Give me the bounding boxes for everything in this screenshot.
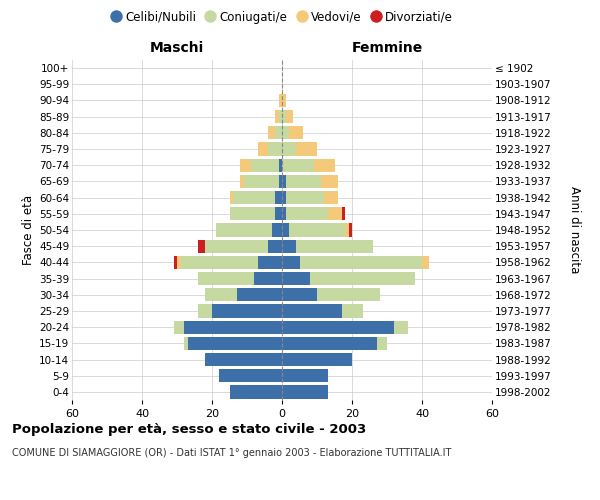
Bar xyxy=(268,142,282,156)
Bar xyxy=(422,256,429,269)
Bar xyxy=(282,191,286,204)
Bar xyxy=(324,191,338,204)
Bar xyxy=(341,207,345,220)
Bar xyxy=(317,288,380,302)
Text: Femmine: Femmine xyxy=(352,41,422,55)
Bar xyxy=(268,126,275,140)
Bar xyxy=(282,256,299,269)
Bar xyxy=(240,175,244,188)
Bar xyxy=(286,175,320,188)
Bar xyxy=(278,175,282,188)
Bar xyxy=(341,304,362,318)
Bar xyxy=(215,224,271,236)
Bar xyxy=(314,158,335,172)
Bar xyxy=(282,94,286,107)
Bar xyxy=(296,142,317,156)
Text: Popolazione per età, sesso e stato civile - 2003: Popolazione per età, sesso e stato civil… xyxy=(12,422,366,436)
Bar xyxy=(184,336,187,350)
Bar xyxy=(286,191,324,204)
Bar xyxy=(345,224,349,236)
Bar xyxy=(278,110,282,124)
Bar xyxy=(377,336,387,350)
Bar xyxy=(282,110,286,124)
Bar xyxy=(286,207,328,220)
Y-axis label: Anni di nascita: Anni di nascita xyxy=(568,186,581,274)
Bar xyxy=(173,320,184,334)
Bar xyxy=(205,288,236,302)
Bar xyxy=(282,158,314,172)
Bar xyxy=(257,142,268,156)
Bar xyxy=(282,142,296,156)
Bar xyxy=(282,336,377,350)
Bar xyxy=(275,207,282,220)
Bar xyxy=(282,175,286,188)
Bar xyxy=(289,126,303,140)
Bar xyxy=(257,256,282,269)
Bar xyxy=(229,207,275,220)
Bar xyxy=(229,386,282,398)
Bar xyxy=(282,126,289,140)
Bar xyxy=(278,158,282,172)
Bar xyxy=(275,110,278,124)
Bar xyxy=(282,207,286,220)
Bar xyxy=(181,256,257,269)
Bar xyxy=(198,272,254,285)
Bar xyxy=(320,175,338,188)
Bar xyxy=(233,191,275,204)
Bar xyxy=(212,304,282,318)
Bar xyxy=(173,256,177,269)
Bar xyxy=(282,304,341,318)
Bar xyxy=(282,386,328,398)
Legend: Celibi/Nubili, Coniugati/e, Vedovi/e, Divorziati/e: Celibi/Nubili, Coniugati/e, Vedovi/e, Di… xyxy=(106,6,458,28)
Bar xyxy=(219,369,282,382)
Bar xyxy=(205,353,282,366)
Text: COMUNE DI SIAMAGGIORE (OR) - Dati ISTAT 1° gennaio 2003 - Elaborazione TUTTITALI: COMUNE DI SIAMAGGIORE (OR) - Dati ISTAT … xyxy=(12,448,451,458)
Bar xyxy=(282,320,394,334)
Bar xyxy=(299,256,422,269)
Bar xyxy=(328,207,341,220)
Bar xyxy=(198,240,205,253)
Bar xyxy=(254,272,282,285)
Bar xyxy=(229,191,233,204)
Bar xyxy=(187,336,282,350)
Bar xyxy=(177,256,181,269)
Bar xyxy=(236,288,282,302)
Bar xyxy=(282,272,310,285)
Bar xyxy=(278,94,282,107)
Bar xyxy=(286,110,293,124)
Bar xyxy=(282,353,352,366)
Bar xyxy=(240,158,251,172)
Bar xyxy=(268,240,282,253)
Y-axis label: Fasce di età: Fasce di età xyxy=(22,195,35,265)
Bar xyxy=(251,158,278,172)
Bar xyxy=(275,191,282,204)
Bar xyxy=(282,369,328,382)
Bar xyxy=(296,240,373,253)
Bar xyxy=(394,320,408,334)
Bar xyxy=(271,224,282,236)
Bar xyxy=(198,304,212,318)
Bar xyxy=(282,288,317,302)
Bar xyxy=(205,240,268,253)
Bar xyxy=(289,224,345,236)
Bar xyxy=(184,320,282,334)
Bar xyxy=(310,272,415,285)
Text: Maschi: Maschi xyxy=(150,41,204,55)
Bar xyxy=(282,224,289,236)
Bar xyxy=(244,175,278,188)
Bar xyxy=(349,224,352,236)
Bar xyxy=(275,126,282,140)
Bar xyxy=(282,240,296,253)
